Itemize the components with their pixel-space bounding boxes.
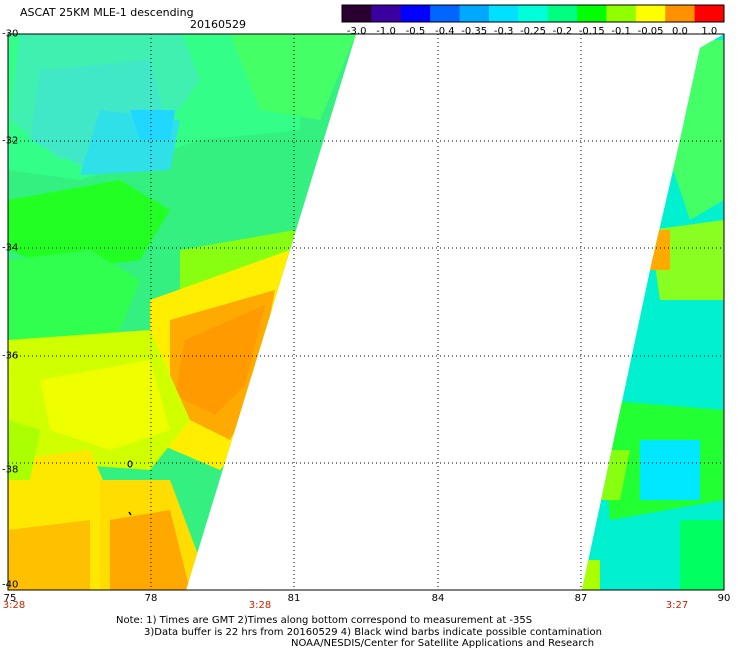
colorbar-label: -0.05 [637,26,664,37]
colorbar-label: -0.35 [461,26,488,37]
colorbar-label: -0.15 [578,26,605,37]
colorbar-segment [342,5,372,22]
note-line-3: NOAA/NESDIS/Center for Satellite Applica… [291,638,595,649]
lon-label: 81 [287,593,301,604]
colorbar-segment [635,5,666,22]
lon-label: 84 [431,593,445,604]
time-label: 3:27 [665,600,689,611]
colorbar-label: -0.4 [435,26,455,37]
time-label: 3:28 [2,600,26,611]
lon-label: 90 [717,593,731,604]
colorbar-segment [547,5,578,22]
colorbar-label: -0.1 [611,26,631,37]
lon-label: 78 [144,593,158,604]
time-label: 3:28 [248,600,272,611]
swath-left [8,34,356,590]
colorbar-segment [459,5,490,22]
contamination-barb [128,511,132,516]
colorbar-segment [430,5,461,22]
gridlines [8,34,724,590]
colorbar-segment [400,5,431,22]
lat-label: -38 [2,464,19,476]
colorbar-label: -0.3 [493,26,514,37]
lon-label: 75 [3,593,17,604]
lat-label: -36 [2,350,19,362]
colorbar-segment [606,5,637,22]
colorbar-label: -3.0 [346,26,367,37]
colorbar-label: -1.0 [376,26,396,37]
colorbar-label: -0.25 [520,26,546,37]
lat-label: -40 [2,579,19,591]
contamination-barb [127,460,133,468]
colorbar-label: -0.2 [552,26,573,37]
swath-right [582,34,724,590]
colorbar-segment [371,5,402,22]
chart-title: ASCAT 25KM MLE-1 descending [20,6,194,19]
lat-label: -30 [2,28,19,40]
lon-label: 87 [574,593,588,604]
lat-label: -32 [2,135,19,147]
colorbar-segment [518,5,549,22]
note-line-1: Note: 1) Times are GMT 2)Times along bot… [116,615,533,626]
colorbar-segment [665,5,696,22]
colorbar-label: 1.0 [701,26,718,37]
colorbar-label: -0.5 [405,26,426,37]
colorbar [342,5,725,22]
colorbar-label: 0.0 [671,26,688,37]
note-line-2: 3)Data buffer is 22 hrs from 20160529 4)… [144,627,602,638]
colorbar-segment [488,5,519,22]
lat-label: -34 [2,242,19,254]
colorbar-segment [577,5,607,22]
colorbar-segment [694,5,725,22]
chart-date: 20160529 [190,18,246,31]
